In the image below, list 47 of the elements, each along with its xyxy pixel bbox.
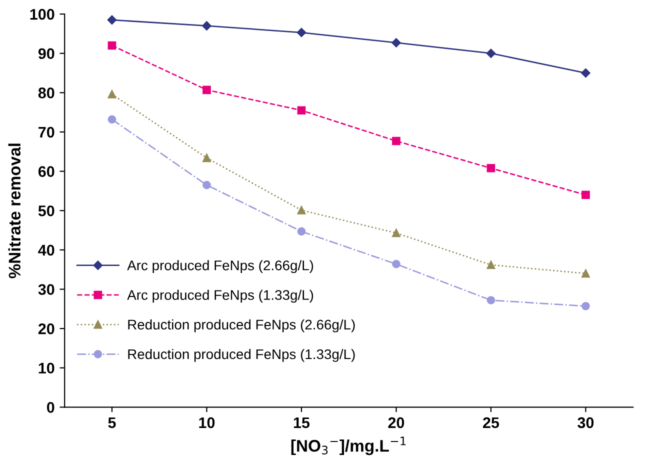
point: [107, 15, 117, 25]
point: [582, 302, 590, 310]
x-tick-label: 25: [482, 417, 500, 428]
point: [392, 228, 400, 238]
y-tick-label: 20: [38, 323, 54, 334]
point: [392, 38, 401, 48]
point: [297, 106, 306, 115]
point: [202, 21, 212, 30]
x-tick-label: 15: [294, 417, 310, 428]
point: [202, 180, 211, 190]
point: [297, 206, 306, 214]
point: [108, 115, 116, 124]
point: [582, 190, 590, 200]
legend-label: Reduction produced FeNps (2.66g/L): [128, 319, 355, 332]
point: [108, 90, 116, 98]
y-tick-label: 50: [38, 205, 54, 216]
y-axis-title: %Nitrate removal: [8, 144, 21, 278]
point: [296, 28, 306, 38]
point: [486, 296, 496, 304]
y-tick-label: 100: [30, 8, 54, 20]
legend-label: Arc produced FeNps (1.33g/L): [127, 290, 314, 303]
point: [581, 68, 590, 78]
x-tick-label: 20: [388, 417, 404, 428]
point: [392, 260, 400, 268]
point: [486, 260, 496, 270]
y-tick-label: 70: [38, 126, 54, 138]
point: [297, 227, 306, 236]
point: [202, 86, 211, 94]
x-tick-label: 10: [199, 417, 215, 428]
point: [582, 269, 590, 278]
point: [486, 164, 496, 172]
legend-label: Reduction produced FeNps (1.33g/L): [128, 348, 355, 362]
point: [108, 41, 116, 50]
y-tick-label: 40: [38, 244, 54, 256]
y-tick-label: 0: [46, 402, 54, 413]
point: [486, 48, 496, 58]
y-tick-label: 90: [38, 48, 54, 60]
point: [392, 136, 400, 146]
x-tick-label: 5: [108, 417, 116, 428]
legend-label: Arc produced FeNps (2.66g/L): [127, 260, 314, 274]
y-tick-label: 60: [38, 166, 54, 177]
x-axis-title: [NO$_{3}$$^{−}$]/mg.L$^{−1}$: [291, 436, 406, 456]
y-tick-label: 30: [38, 284, 54, 295]
x-tick-label: 30: [578, 417, 594, 428]
point: [202, 154, 211, 162]
y-tick-label: 10: [38, 362, 54, 374]
y-tick-label: 80: [38, 88, 54, 98]
